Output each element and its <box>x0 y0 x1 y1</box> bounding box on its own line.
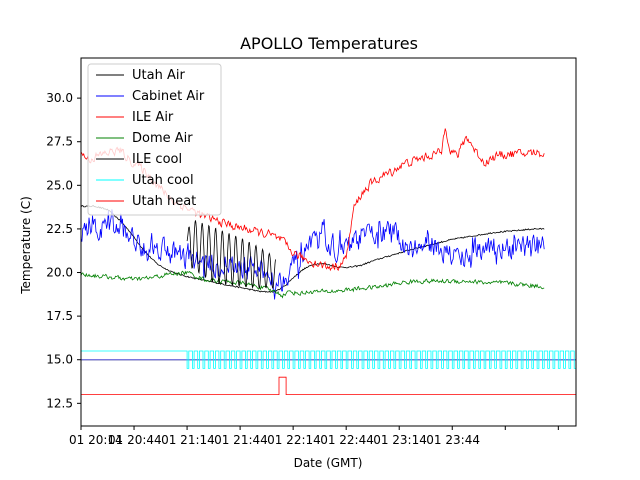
x-tick-label: 01 23:44 <box>426 433 480 447</box>
y-tick-label: 20.0 <box>46 266 73 280</box>
y-tick-label: 30.0 <box>46 91 73 105</box>
y-axis-label: Temperature (C) <box>19 196 33 295</box>
series-dome-air <box>81 270 545 299</box>
y-tick-label: 27.5 <box>46 135 73 149</box>
series-ile-cool <box>186 220 276 290</box>
legend-label: Utah heat <box>132 194 196 209</box>
x-tick-label: 01 21:14 <box>161 433 215 447</box>
x-tick-label: 01 20:44 <box>108 433 162 447</box>
x-axis-label: Date (GMT) <box>294 456 363 470</box>
legend-label: ILE Air <box>132 110 174 125</box>
legend-label: Utah cool <box>132 173 194 188</box>
x-tick-label: 01 20:14 <box>69 433 123 447</box>
series-cabinet-air <box>81 209 545 300</box>
legend-label: Utah Air <box>132 68 185 83</box>
legend-box <box>87 63 222 216</box>
x-tick-label: 01 22:14 <box>267 433 321 447</box>
y-tick-label: 22.5 <box>46 222 73 236</box>
series-utah-cool <box>81 350 576 369</box>
series-utah-heat <box>81 376 576 395</box>
axes: 12.5 15.0 17.5 20.0 22.5 25.0 27.5 30.0 01 20:14… <box>46 57 577 447</box>
plot-area <box>81 128 576 395</box>
legend-label: Cabinet Air <box>132 89 205 104</box>
legend-label: Dome Air <box>132 131 193 146</box>
x-tick-label: 01 22:44 <box>320 433 374 447</box>
y-tick-label: 17.5 <box>46 309 73 323</box>
chart-title: APOLLO Temperatures <box>240 34 418 53</box>
y-tick-label: 25.0 <box>46 178 73 192</box>
y-tick-label: 12.5 <box>46 396 73 410</box>
y-tick-label: 15.0 <box>46 353 73 367</box>
axes-frame <box>80 57 577 427</box>
x-tick-label: 01 21:44 <box>214 433 268 447</box>
legend-label: ILE cool <box>132 152 182 167</box>
x-tick-label: 01 23:14 <box>373 433 427 447</box>
series-group <box>81 128 576 395</box>
legend: Utah Air Cabinet Air ILE Air Dome Air ILE co… <box>87 63 222 216</box>
